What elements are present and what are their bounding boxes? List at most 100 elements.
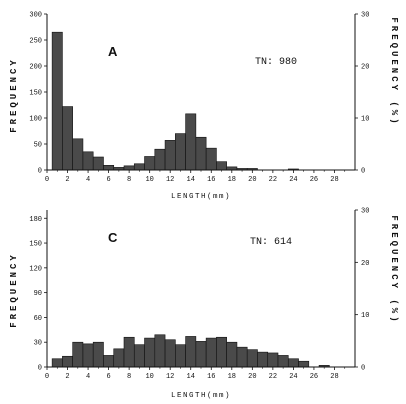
y-tick-label: 200 bbox=[29, 64, 42, 72]
x-tick-label: 10 bbox=[145, 373, 153, 381]
x-axis-label: LENGTH(mm) bbox=[171, 392, 231, 400]
histogram-bar bbox=[277, 355, 289, 368]
histogram-bar bbox=[82, 343, 94, 368]
histogram-bar bbox=[92, 341, 104, 368]
y-tick-label: 300 bbox=[29, 12, 42, 20]
x-tick-label: 6 bbox=[106, 373, 110, 381]
y-tick-label: 250 bbox=[29, 38, 42, 46]
histogram-bar bbox=[195, 341, 207, 368]
x-tick-label: 4 bbox=[86, 176, 90, 184]
x-tick-label: 24 bbox=[289, 373, 297, 381]
histogram-bar bbox=[144, 156, 156, 171]
histogram-bar bbox=[246, 349, 258, 368]
histogram-bar bbox=[195, 136, 207, 171]
histogram-bar bbox=[103, 165, 115, 171]
x-tick-label: 22 bbox=[269, 176, 277, 184]
y-right-tick-label: 0 bbox=[361, 365, 365, 373]
x-tick-label: 2 bbox=[65, 176, 69, 184]
histogram-bar bbox=[267, 352, 279, 368]
histogram-bar bbox=[62, 106, 73, 171]
histogram-bar bbox=[51, 31, 63, 171]
histogram-bar bbox=[72, 341, 84, 368]
histogram-bar bbox=[216, 336, 227, 368]
y-tick-label: 0 bbox=[38, 365, 42, 373]
histogram-bar bbox=[205, 147, 217, 171]
x-axis-label: LENGTH(mm) bbox=[171, 193, 231, 201]
x-tick-label: 26 bbox=[310, 373, 318, 381]
histogram-bar bbox=[144, 337, 156, 368]
histogram-panel-a: 0 2 4 6 8 10 12 14 16 18 20 22 24 26 28050100150200250… bbox=[9, 12, 399, 202]
y-tick-label: 90 bbox=[34, 290, 42, 298]
y-right-tick-label: 30 bbox=[361, 12, 369, 20]
y-right-tick-label: 10 bbox=[361, 312, 369, 320]
y-right-axis-label: FREQUENCY (%) bbox=[389, 215, 399, 324]
x-tick-label: 16 bbox=[207, 176, 215, 184]
histogram-bar bbox=[82, 151, 94, 171]
histogram-bar bbox=[133, 163, 145, 171]
histogram-bar bbox=[216, 161, 227, 171]
histogram-bar bbox=[164, 140, 176, 171]
histogram-bar bbox=[185, 113, 197, 171]
x-tick-label: 2 bbox=[65, 373, 69, 381]
panel-label: C bbox=[108, 230, 118, 245]
total-number-label: TN: 614 bbox=[250, 237, 292, 248]
histogram-bar bbox=[62, 355, 73, 368]
x-tick-label: 8 bbox=[127, 373, 131, 381]
histogram-bar bbox=[236, 346, 248, 368]
y-right-tick-label: 20 bbox=[361, 64, 369, 72]
x-tick-label: 28 bbox=[330, 176, 338, 184]
histogram-bar bbox=[226, 341, 238, 368]
histogram-bar bbox=[113, 348, 125, 368]
x-tick-label: 14 bbox=[187, 373, 195, 381]
histogram-bar bbox=[154, 334, 166, 368]
histogram-bar bbox=[298, 360, 310, 368]
histogram-bar bbox=[133, 344, 145, 368]
panel-label: A bbox=[108, 44, 118, 59]
histogram-bar bbox=[72, 138, 84, 171]
x-tick-label: 12 bbox=[166, 373, 174, 381]
y-tick-label: 150 bbox=[29, 241, 42, 249]
histogram-bar bbox=[175, 133, 186, 171]
histogram-bar bbox=[164, 339, 176, 368]
histogram-panel-c: 0 2 4 6 8 10 12 14 16 18 20 22 24 26 28030609012015018… bbox=[9, 208, 399, 401]
histogram-bar bbox=[123, 336, 135, 368]
histogram-bar bbox=[51, 358, 63, 368]
histogram-bar bbox=[185, 336, 197, 368]
y-tick-label: 30 bbox=[34, 340, 42, 348]
x-tick-label: 0 bbox=[45, 176, 49, 184]
y-tick-label: 0 bbox=[38, 168, 42, 176]
total-number-label: TN: 980 bbox=[255, 57, 297, 68]
y-right-tick-label: 0 bbox=[361, 168, 365, 176]
x-tick-label: 16 bbox=[207, 373, 215, 381]
y-tick-label: 180 bbox=[29, 216, 42, 224]
histogram-bar bbox=[154, 148, 166, 171]
histogram-bar bbox=[175, 344, 186, 368]
x-tick-label: 8 bbox=[127, 176, 131, 184]
x-tick-label: 18 bbox=[228, 373, 236, 381]
histogram-bar bbox=[287, 358, 299, 368]
x-tick-label: 24 bbox=[289, 176, 297, 184]
x-tick-label: 6 bbox=[106, 176, 110, 184]
histogram-bar bbox=[103, 355, 115, 368]
histogram-bar bbox=[257, 351, 269, 368]
histogram-bar bbox=[123, 165, 135, 171]
x-tick-label: 26 bbox=[310, 176, 318, 184]
y-tick-label: 50 bbox=[34, 142, 42, 150]
y-right-tick-label: 20 bbox=[361, 260, 369, 268]
y-tick-label: 100 bbox=[29, 116, 42, 124]
x-tick-label: 4 bbox=[86, 373, 90, 381]
y-tick-label: 60 bbox=[34, 315, 42, 323]
y-axis-label: FREQUENCY bbox=[9, 57, 19, 133]
histogram-bar bbox=[205, 337, 217, 368]
x-tick-label: 22 bbox=[269, 373, 277, 381]
x-tick-label: 10 bbox=[145, 176, 153, 184]
x-tick-label: 12 bbox=[166, 176, 174, 184]
x-tick-label: 20 bbox=[248, 176, 256, 184]
y-axis-label: FREQUENCY bbox=[9, 252, 19, 328]
y-tick-label: 150 bbox=[29, 90, 42, 98]
y-right-axis-label: FREQUENCY (%) bbox=[389, 17, 399, 126]
x-tick-label: 28 bbox=[330, 373, 338, 381]
x-tick-label: 14 bbox=[187, 176, 195, 184]
x-tick-label: 20 bbox=[248, 373, 256, 381]
